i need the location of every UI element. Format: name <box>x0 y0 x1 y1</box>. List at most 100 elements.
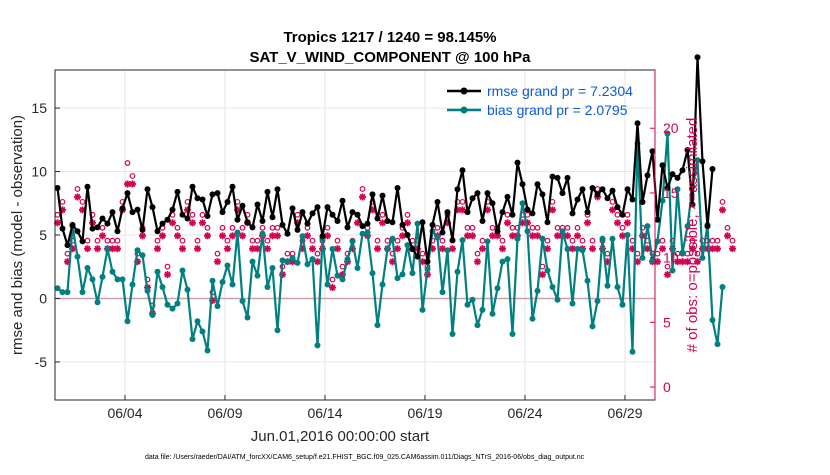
obs-possible-point <box>379 211 386 218</box>
rmse-point <box>549 173 556 180</box>
rmse-point <box>84 183 91 190</box>
bias-point <box>549 284 556 291</box>
bias-point <box>109 268 116 275</box>
obs-star-stroke <box>459 206 466 213</box>
rmse-point <box>649 148 656 155</box>
bias-point <box>119 276 126 283</box>
obs-possible-point <box>604 250 611 257</box>
bias-point <box>254 272 261 279</box>
obs-star-stroke <box>619 232 626 239</box>
obs-assimilated-point <box>99 232 106 240</box>
bias-point <box>514 235 521 242</box>
obs-assimilated-point <box>214 258 221 266</box>
obs-star-stroke <box>274 232 281 239</box>
bias-point <box>314 342 321 349</box>
bias-point <box>629 348 636 355</box>
rmse-point <box>204 212 211 219</box>
obs-possible-point <box>574 224 581 231</box>
rmse-point <box>379 192 386 199</box>
obs-possible-point <box>589 237 596 244</box>
obs-assimilated-point <box>609 206 616 214</box>
obs-assimilated-point <box>154 245 161 253</box>
rmse-point <box>59 225 66 232</box>
rmse-point <box>384 218 391 225</box>
obs-star-stroke <box>99 232 106 239</box>
obs-assimilated-point <box>624 219 631 227</box>
obs-assimilated-point <box>479 245 486 253</box>
rmse-point <box>594 191 601 198</box>
rmse-point <box>194 195 201 202</box>
bias-point <box>159 284 166 291</box>
obs-star-stroke <box>609 206 616 213</box>
obs-star-stroke <box>529 232 536 239</box>
rmse-point <box>654 216 661 223</box>
obs-possible-point <box>189 211 196 218</box>
bias-point <box>284 258 291 265</box>
rmse-point <box>224 199 231 205</box>
bias-point <box>574 245 581 252</box>
obs-assimilated-point <box>539 271 546 279</box>
rmse-point <box>139 226 146 233</box>
obs-assimilated-point <box>274 232 281 240</box>
bias-point <box>304 261 311 268</box>
obs-star-stroke <box>219 232 226 239</box>
obs-star-stroke <box>179 245 186 252</box>
rmse-point <box>389 219 396 226</box>
obs-assimilated-point <box>724 232 731 240</box>
bias-point <box>59 289 66 296</box>
obs-assimilated-point <box>709 245 716 253</box>
rmse-point <box>344 224 351 231</box>
rmse-point <box>349 209 356 216</box>
rmse-point <box>304 220 311 227</box>
obs-possible-point <box>164 263 171 270</box>
obs-possible-point <box>274 224 281 231</box>
obs-assimilated-point <box>474 258 481 266</box>
bias-point <box>649 257 656 264</box>
obs-star-stroke <box>724 232 731 239</box>
obs-star-stroke <box>684 258 691 265</box>
obs-star-stroke <box>129 180 136 188</box>
obs-count-layer <box>54 160 736 317</box>
obs-assimilated-point <box>74 193 81 201</box>
bias-point <box>579 247 586 254</box>
bias-point <box>84 265 91 271</box>
obs-possible-point <box>474 250 481 257</box>
obs-star-stroke <box>304 232 311 239</box>
rmse-point <box>74 228 81 235</box>
rmse-point <box>534 181 541 188</box>
bias-point <box>264 284 271 291</box>
bias-point <box>164 301 171 308</box>
bias-point <box>349 238 356 245</box>
obs-assimilated-point <box>534 232 541 240</box>
obs-possible-point <box>724 224 731 231</box>
obs-assimilated-point <box>499 245 506 253</box>
obs-possible-point <box>544 237 551 244</box>
obs-assimilated-point <box>584 219 591 227</box>
bias-point <box>309 256 316 263</box>
bias-point <box>329 245 336 252</box>
rmse-point <box>659 162 666 169</box>
obs-star-stroke <box>84 245 91 252</box>
legend-rmse-marker <box>460 87 468 95</box>
obs-star-stroke <box>329 284 336 291</box>
obs-assimilated-point <box>664 271 671 279</box>
obs-possible-point <box>359 186 366 192</box>
obs-possible-point <box>264 237 271 244</box>
bias-point <box>114 276 121 283</box>
rmse-point <box>294 226 301 233</box>
obs-possible-point <box>434 224 441 231</box>
rmse-point <box>524 206 531 213</box>
rmse-point <box>609 187 616 194</box>
bias-point <box>384 245 391 252</box>
rmse-point <box>249 224 256 231</box>
rmse-point <box>424 258 431 265</box>
rmse-point <box>644 172 651 179</box>
rmse-point <box>354 211 361 218</box>
obs-star-stroke <box>464 232 471 239</box>
obs-assimilated-point <box>159 232 166 240</box>
rmse-point <box>174 188 181 195</box>
obs-star-stroke <box>644 245 651 252</box>
bias-point <box>494 285 501 292</box>
obs-star-stroke <box>374 245 381 252</box>
